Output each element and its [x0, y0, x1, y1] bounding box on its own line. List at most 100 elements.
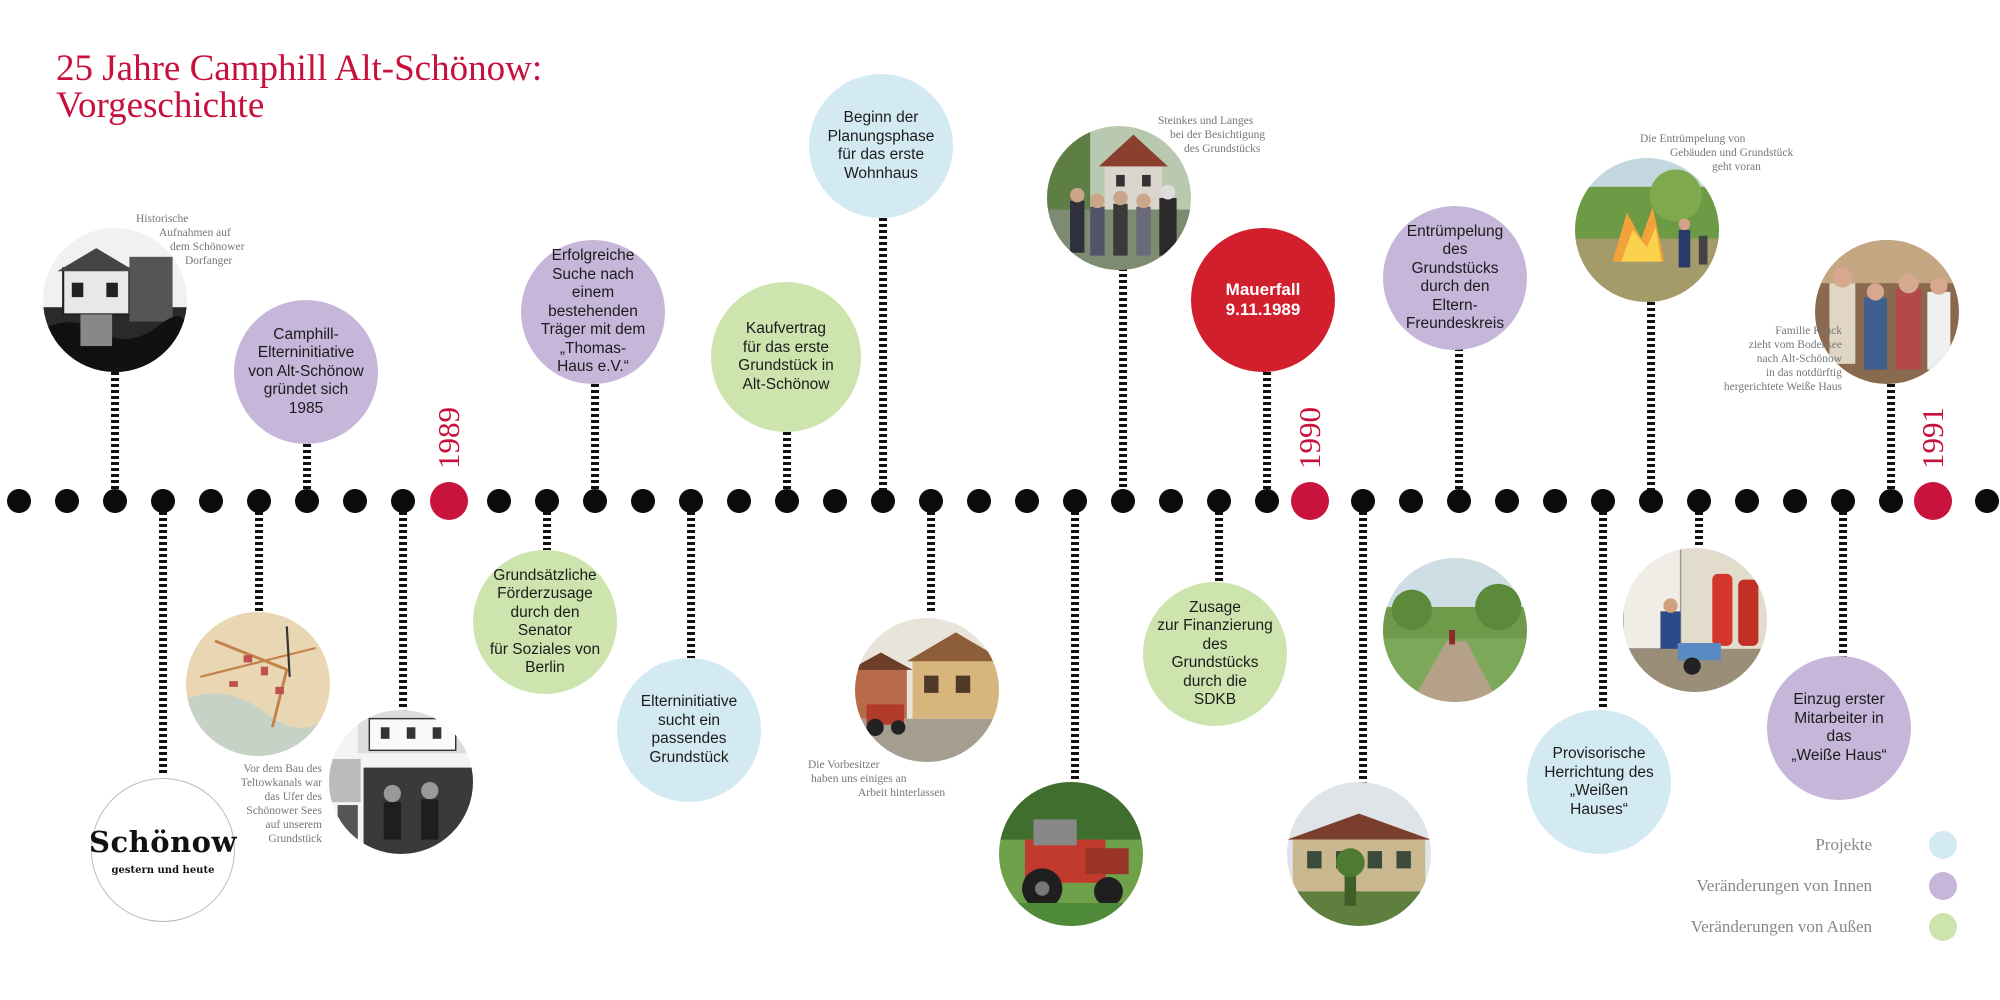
caption-entruempelung: Die Entrümpelung von Gebäuden und Grunds…	[1640, 133, 1794, 173]
timeline-dot	[535, 489, 559, 513]
timeline-dot	[295, 489, 319, 513]
timeline-dot	[151, 489, 175, 513]
connector	[927, 512, 935, 614]
year-label-1989: 1989	[431, 407, 466, 469]
timeline-dot	[1783, 489, 1807, 513]
connector	[1263, 372, 1271, 490]
timeline-dot	[1879, 489, 1903, 513]
schoenow-logo: Schönow gestern und heute	[89, 778, 237, 922]
photo-moving-out	[1623, 548, 1767, 692]
connector	[1071, 512, 1079, 780]
timeline-dot	[679, 489, 703, 513]
connector	[687, 512, 695, 658]
photo-clearing-field	[1383, 558, 1527, 702]
event-mauerfall: Mauerfall 9.11.1989	[1191, 228, 1335, 372]
legend-dot-innen	[1929, 872, 1957, 900]
event-grundstueck-suche: Elterninitiative sucht ein passendes Grunds…	[617, 658, 761, 802]
timeline-dot	[391, 489, 415, 513]
timeline-dot	[967, 489, 991, 513]
caption-historische-aufnahmen: Historische Aufnahmen auf dem Schönower …	[136, 213, 245, 267]
timeline-dot	[1495, 489, 1519, 513]
connector	[1887, 384, 1895, 490]
timeline-dot	[1159, 489, 1183, 513]
connector	[255, 512, 263, 614]
year-label-1991: 1991	[1915, 407, 1950, 469]
logo-title: Schönow	[89, 824, 237, 859]
title-line-1: 25 Jahre Camphill Alt-Schönow:	[56, 48, 543, 89]
year-label-1990: 1990	[1292, 407, 1327, 469]
event-einzug-mitarbeiter: Einzug erster Mitarbeiter in das „Weiße Ha…	[1767, 656, 1911, 800]
legend-label-aussen: Veränderungen von Außen	[1690, 917, 1872, 936]
event-erfolgreiche-suche: Erfolgreiche Suche nach einem bestehenden T…	[521, 240, 665, 384]
timeline-dot	[1975, 489, 1999, 513]
connector	[879, 218, 887, 490]
photo-historic-village	[43, 228, 187, 372]
caption-vorbesitzer: Die Vorbesitzer haben uns einiges an Arb…	[808, 759, 946, 799]
year-marker-1991	[1914, 482, 1952, 520]
event-kaufvertrag: Kaufvertrag für das erste Grundstück in Alt…	[711, 282, 861, 432]
timeline-dot	[583, 489, 607, 513]
event-finanzierung: Zusage zur Finanzierung des Grundstücks dur…	[1143, 582, 1287, 726]
year-marker-1989	[430, 482, 468, 520]
connector	[783, 432, 791, 490]
connector	[111, 372, 119, 490]
timeline-dot	[1687, 489, 1711, 513]
timeline-dot	[1591, 489, 1615, 513]
timeline-dot	[7, 489, 31, 513]
timeline-dot	[1399, 489, 1423, 513]
connector	[1455, 348, 1463, 490]
event-entruempelung: Entrümpelung des Grundstücks durch den Elte…	[1383, 206, 1527, 350]
caption-steinkes-langes: Steinkes und Langes bei der Besichtigung…	[1158, 115, 1266, 155]
event-planungsphase: Beginn der Planungsphase für das erste Wohn…	[809, 74, 953, 218]
legend-dot-aussen	[1929, 913, 1957, 941]
connector	[159, 512, 167, 776]
connector	[1119, 268, 1127, 490]
timeline-dot	[1255, 489, 1279, 513]
timeline-dot	[55, 489, 79, 513]
photo-historic-collage	[329, 710, 473, 854]
caption-familie-krueck: Familie Krück zieht vom Bodensee nach Al…	[1723, 325, 1842, 393]
timeline-dot	[343, 489, 367, 513]
page-title: 25 Jahre Camphill Alt-Schönow: Vorgeschi…	[56, 50, 542, 124]
timeline-dot	[1207, 489, 1231, 513]
timeline-dot	[1831, 489, 1855, 513]
timeline-dot	[1015, 489, 1039, 513]
connector	[1599, 512, 1607, 710]
timeline-dot	[871, 489, 895, 513]
year-marker-1990	[1291, 482, 1329, 520]
timeline-dot	[823, 489, 847, 513]
timeline-dot	[1447, 489, 1471, 513]
caption-teltowkanal: Vor dem Bau des Teltowkanals war das Ufe…	[240, 763, 322, 845]
connector	[591, 384, 599, 490]
legend-label-innen: Veränderungen von Innen	[1696, 876, 1872, 895]
connector	[1839, 512, 1847, 658]
logo-subtitle: gestern und heute	[111, 864, 215, 876]
timeline-dot	[1543, 489, 1567, 513]
connector	[303, 444, 311, 490]
photo-previous-owners-yard	[855, 618, 999, 762]
timeline-dot	[919, 489, 943, 513]
timeline-dot	[1735, 489, 1759, 513]
photo-family-krueck	[1815, 240, 1959, 384]
photo-tractor	[999, 782, 1143, 926]
connector	[399, 512, 407, 712]
photo-white-house	[1287, 782, 1431, 926]
legend-dot-projekte	[1929, 831, 1957, 859]
timeline-dot	[1111, 489, 1135, 513]
event-foerderzusage: Grundsätzliche Förderzusage durch den Sena…	[473, 550, 617, 694]
timeline-dot	[1639, 489, 1663, 513]
timeline-dot	[775, 489, 799, 513]
event-weisses-haus-herrichtung: Provisorische Herrichtung des „Weißen Haus…	[1527, 710, 1671, 854]
timeline-dot	[1351, 489, 1375, 513]
timeline-dot	[727, 489, 751, 513]
timeline-dot	[103, 489, 127, 513]
connector	[543, 512, 551, 550]
timeline-dot	[199, 489, 223, 513]
timeline-dot	[487, 489, 511, 513]
legend-label-projekte: Projekte	[1815, 835, 1872, 854]
connector	[1359, 512, 1367, 784]
connector	[1647, 302, 1655, 490]
photo-historic-map	[186, 612, 330, 756]
timeline-dot	[631, 489, 655, 513]
